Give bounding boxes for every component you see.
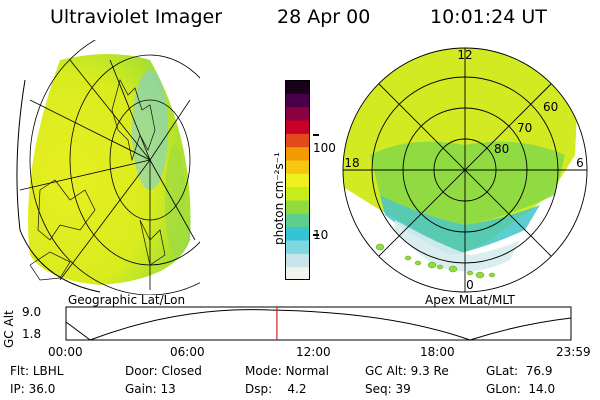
colorbar-swatch [285, 93, 310, 108]
geographic-emission [28, 54, 191, 285]
filter-value: LBHL [32, 364, 64, 378]
gain-field: Gain: 13 [125, 382, 176, 396]
ip-label: IP: [10, 382, 25, 396]
colorbar-label-100: 100 [313, 141, 336, 155]
globe-limb [16, 79, 101, 293]
colorbar-tick-10 [313, 234, 319, 236]
mlt-label-18: 18 [344, 156, 359, 170]
dsp-value: 4.2 [287, 382, 307, 396]
mode-label: Mode: [245, 364, 282, 378]
observation-date: 28 Apr 00 [277, 6, 371, 28]
timeline-ytick-low: 1.8 [22, 327, 42, 341]
glat-value: 76.9 [525, 364, 553, 378]
timeline-xtick-2: 12:00 [296, 345, 331, 359]
auroral-spots [375, 243, 496, 279]
colorbar-frame [285, 80, 310, 280]
glon-field: GLon: 14.0 [486, 382, 555, 396]
geographic-image [16, 40, 200, 295]
colorbar-swatch [285, 186, 310, 201]
colorbar-swatch [285, 160, 310, 174]
timeline-xtick-1: 06:00 [170, 345, 205, 359]
colorbar-swatches [285, 80, 310, 280]
timeline-xtick-3: 18:00 [420, 345, 455, 359]
colorbar-tick-100 [313, 134, 319, 136]
colorbar [285, 80, 310, 280]
gain-value: 13 [160, 382, 176, 396]
coastlines [29, 79, 166, 281]
dsp-field: Dsp: 4.2 [245, 382, 307, 396]
timeline-xtick-4: 23:59 [556, 345, 591, 359]
colorbar-swatch [285, 240, 310, 254]
colorbar-swatch [285, 200, 310, 214]
colorbar-swatch [285, 106, 310, 121]
filter-label: Flt: [10, 364, 29, 378]
timeline-ytick-high: 9.0 [22, 305, 42, 319]
colorbar-swatch [285, 146, 310, 161]
colorbar-unit-label: photon cm⁻²s⁻¹ [272, 152, 286, 245]
filter-field: Flt: LBHL [10, 364, 63, 378]
colorbar-swatch [285, 253, 310, 268]
polar-panel-label: Apex MLat/MLT [425, 293, 515, 307]
seq-value: 39 [395, 382, 411, 396]
polar-image: 12 18 6 0 60 70 80 [342, 47, 588, 293]
glon-value: 14.0 [528, 382, 556, 396]
timeline-frame [65, 306, 572, 341]
dsp-label: Dsp: [245, 382, 273, 396]
ip-field: IP: 36.0 [10, 382, 55, 396]
door-label: Door: [125, 364, 158, 378]
mlt-label-6: 6 [576, 156, 584, 170]
instrument-title: Ultraviolet Imager [50, 6, 223, 28]
colorbar-swatch [285, 133, 310, 148]
polar-grid [342, 47, 588, 293]
mlt-label-0: 0 [466, 278, 474, 292]
ip-value: 36.0 [28, 382, 56, 396]
gc-alt-label: GC Alt: [365, 364, 407, 378]
observation-time: 10:01:24 UT [430, 6, 547, 28]
mlat-label-80: 80 [494, 142, 509, 156]
colorbar-swatch [285, 266, 310, 280]
gain-label: Gain: [125, 382, 157, 396]
colorbar-label-10: 10 [313, 228, 329, 242]
colorbar-swatch [285, 80, 310, 94]
colorbar-swatch [285, 226, 310, 241]
door-value: Closed [161, 364, 202, 378]
colorbar-swatch [285, 120, 310, 134]
timeline-xtick-0: 00:00 [48, 345, 83, 359]
glat-field: GLat: 76.9 [486, 364, 552, 378]
seq-field: Seq: 39 [365, 382, 411, 396]
colorbar-swatch [285, 213, 310, 228]
mlt-label-12: 12 [457, 48, 472, 62]
mlat-label-60: 60 [543, 100, 558, 114]
altitude-timeline [65, 306, 572, 341]
glon-label: GLon: [486, 382, 521, 396]
seq-label: Seq: [365, 382, 392, 396]
altitude-curve [65, 309, 572, 341]
mode-value: Normal [285, 364, 329, 378]
gc-alt-field: GC Alt: 9.3 Re [365, 364, 449, 378]
door-field: Door: Closed [125, 364, 202, 378]
gc-alt-value: 9.3 Re [410, 364, 449, 378]
geographic-panel-label: Geographic Lat/Lon [68, 293, 186, 307]
glat-label: GLat: [486, 364, 519, 378]
mlat-label-70: 70 [517, 121, 532, 135]
mode-field: Mode: Normal [245, 364, 329, 378]
colorbar-swatch [285, 173, 310, 188]
timeline-ylabel: GC Alt [2, 310, 16, 348]
